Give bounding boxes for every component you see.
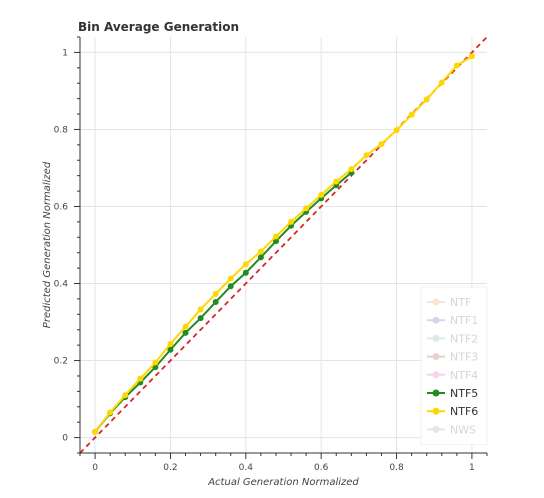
data-point-ntf6 [107, 409, 114, 416]
data-point-ntf6 [438, 79, 445, 86]
reference-line-layer [79, 36, 488, 454]
data-point-ntf6 [272, 233, 279, 240]
chart-title: Bin Average Generation [78, 20, 239, 34]
data-point-ntf5 [257, 254, 264, 261]
legend-box [420, 286, 488, 446]
data-point-ntf5 [242, 269, 249, 276]
data-point-ntf6 [393, 127, 400, 134]
legend-swatch-marker [432, 407, 440, 415]
data-point-ntf6 [167, 340, 174, 347]
data-point-ntf6 [348, 166, 355, 173]
y-tick-label: 0 [62, 434, 68, 444]
x-tick-label: 0 [92, 463, 98, 473]
data-point-ntf6 [137, 375, 144, 382]
x-tick-label: 0.8 [389, 463, 404, 473]
data-point-ntf5 [182, 329, 189, 336]
data-point-ntf6 [242, 261, 249, 268]
data-point-ntf6 [152, 359, 159, 366]
legend-item-ntf4[interactable]: NTF4 [427, 369, 478, 382]
legend-label: NTF1 [450, 314, 478, 327]
data-point-ntf6 [423, 96, 430, 103]
legend-label: NTF3 [450, 351, 478, 364]
legend-swatch-marker [432, 316, 440, 324]
data-point-ntf6 [408, 111, 415, 118]
legend-label: NTF6 [450, 405, 478, 418]
data-point-ntf6 [378, 141, 385, 148]
data-point-ntf5 [212, 299, 219, 306]
legend-swatch-marker [432, 425, 440, 433]
data-point-ntf6 [303, 205, 310, 212]
x-tick-label: 0.2 [163, 463, 177, 473]
data-point-ntf5 [227, 283, 234, 290]
data-point-ntf6 [257, 248, 264, 255]
data-point-ntf6 [288, 218, 295, 225]
legend-item-ntf1[interactable]: NTF1 [427, 314, 478, 327]
data-point-ntf5 [167, 346, 174, 353]
x-tick-label: 0.4 [239, 463, 254, 473]
x-tick-label: 1 [469, 463, 475, 473]
data-point-ntf6 [333, 178, 340, 185]
data-point-ntf6 [227, 275, 234, 282]
data-point-ntf5 [152, 364, 159, 371]
data-point-ntf6 [197, 306, 204, 313]
data-point-ntf6 [122, 392, 129, 399]
series-layer [92, 53, 475, 435]
y-axis-label: Predicted Generation Normalized [42, 161, 53, 328]
data-point-ntf6 [212, 290, 219, 297]
legend-swatch-marker [432, 353, 440, 361]
legend-label: NWS [450, 423, 476, 436]
data-point-ntf6 [318, 191, 325, 198]
legend-swatch-marker [432, 334, 440, 342]
legend-label: NTF5 [450, 387, 478, 400]
x-tick-label: 0.6 [314, 463, 329, 473]
legend-item-ntf6[interactable]: NTF6 [427, 405, 478, 418]
reference-line [79, 36, 488, 454]
y-tick-label: 0.8 [54, 125, 69, 135]
y-tick-label: 0.6 [54, 202, 69, 212]
y-tick-label: 1 [62, 48, 68, 58]
legend-label: NTF2 [450, 332, 478, 345]
grid [80, 37, 487, 453]
data-point-ntf6 [92, 428, 99, 435]
legend-item-ntf5[interactable]: NTF5 [427, 387, 478, 400]
legend-item-ntf3[interactable]: NTF3 [427, 351, 478, 364]
legend: NTF NTF1 NTF2 NTF3 NTF4 NTF5 NTF6 NWS [420, 286, 488, 446]
legend-label: NTF4 [450, 369, 478, 382]
data-point-ntf6 [453, 62, 460, 69]
legend-item-nws[interactable]: NWS [427, 423, 476, 436]
data-point-ntf5 [272, 238, 279, 245]
data-point-ntf6 [182, 323, 189, 330]
y-tick-label: 0.2 [54, 357, 68, 367]
legend-swatch-marker [432, 389, 440, 397]
data-point-ntf6 [363, 152, 370, 159]
data-point-ntf6 [468, 53, 475, 60]
y-tick-label: 0.4 [54, 280, 69, 290]
data-point-ntf5 [197, 315, 204, 322]
series-line-ntf6 [94, 55, 473, 433]
legend-swatch-marker [432, 371, 440, 379]
legend-swatch-marker [432, 298, 440, 306]
legend-item-ntf2[interactable]: NTF2 [427, 332, 478, 345]
axes: 0 0.2 0.4 0.6 0.8 1 0 0.2 0.4 0.6 0.8 1 [54, 36, 488, 473]
legend-label: NTF [450, 296, 471, 309]
legend-item-ntf[interactable]: NTF [427, 296, 471, 309]
series-line-ntf5 [94, 171, 352, 433]
x-axis-label: Actual Generation Normalized [207, 477, 359, 488]
